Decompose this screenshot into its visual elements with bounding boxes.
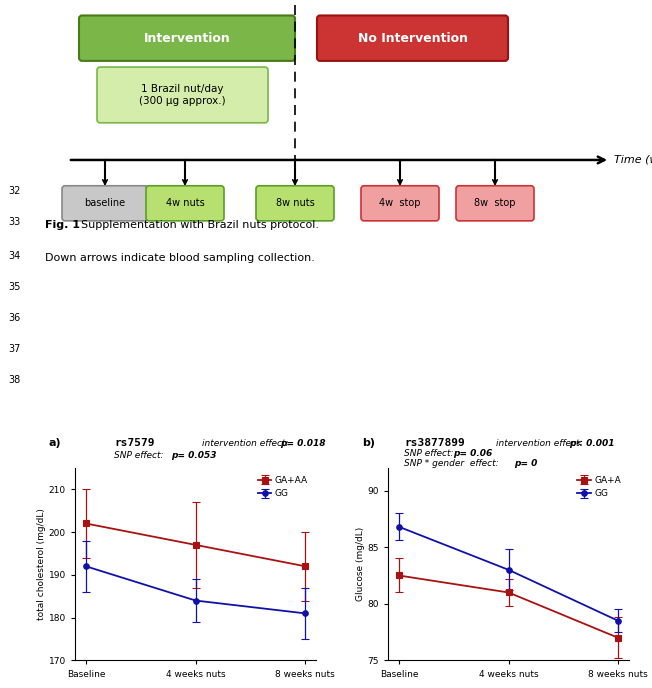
Text: Down arrows indicate blood sampling collection.: Down arrows indicate blood sampling coll…	[45, 253, 315, 263]
Text: p= 0.018: p= 0.018	[280, 439, 326, 448]
Text: SNP * gender  effect:: SNP * gender effect:	[404, 460, 502, 469]
Text: p= 0: p= 0	[514, 460, 537, 469]
FancyBboxPatch shape	[361, 186, 439, 221]
Legend: GA+A, GG: GA+A, GG	[574, 473, 625, 502]
Text: Intervention: Intervention	[143, 32, 230, 45]
Text: 33: 33	[8, 217, 20, 227]
Text: rs3877899: rs3877899	[404, 438, 465, 448]
Text: b): b)	[362, 438, 375, 448]
Text: a): a)	[49, 438, 61, 448]
Text: 34: 34	[8, 251, 20, 261]
Text: baseline: baseline	[85, 198, 126, 208]
FancyBboxPatch shape	[256, 186, 334, 221]
FancyBboxPatch shape	[62, 186, 148, 221]
Text: 38: 38	[8, 375, 20, 385]
Text: Supplementation with Brazil nuts protocol.: Supplementation with Brazil nuts protoco…	[81, 220, 319, 230]
Text: 1 Brazil nut/day
(300 μg approx.): 1 Brazil nut/day (300 μg approx.)	[139, 84, 226, 106]
FancyBboxPatch shape	[97, 67, 268, 122]
FancyBboxPatch shape	[456, 186, 534, 221]
Text: intervention effect:: intervention effect:	[496, 439, 585, 448]
FancyBboxPatch shape	[317, 16, 508, 61]
Text: p= 0.06: p= 0.06	[453, 449, 492, 458]
Y-axis label: total cholesterol (mg/dL): total cholesterol (mg/dL)	[37, 508, 46, 620]
Text: p= 0.053: p= 0.053	[171, 451, 217, 460]
Text: 35: 35	[8, 282, 20, 292]
Text: rs7579: rs7579	[114, 438, 155, 448]
Text: 32: 32	[8, 186, 20, 196]
Text: 4w  stop: 4w stop	[379, 198, 421, 208]
Text: 4w nuts: 4w nuts	[166, 198, 204, 208]
Text: intervention effect:: intervention effect:	[202, 439, 291, 448]
Legend: GA+AA, GG: GA+AA, GG	[254, 473, 312, 502]
FancyBboxPatch shape	[79, 16, 295, 61]
Text: Fig. 1: Fig. 1	[45, 220, 84, 230]
Text: 37: 37	[8, 344, 20, 354]
Text: 8w  stop: 8w stop	[474, 198, 516, 208]
Text: 36: 36	[8, 313, 20, 323]
Text: SNP effect:: SNP effect:	[404, 449, 456, 458]
Text: SNP effect:: SNP effect:	[114, 451, 166, 460]
Text: p< 0.001: p< 0.001	[569, 439, 615, 448]
Text: Time (weeks): Time (weeks)	[614, 155, 652, 165]
Text: No Intervention: No Intervention	[357, 32, 467, 45]
Y-axis label: Glucose (mg/dL): Glucose (mg/dL)	[355, 527, 364, 601]
Text: 8w nuts: 8w nuts	[276, 198, 314, 208]
FancyBboxPatch shape	[146, 186, 224, 221]
